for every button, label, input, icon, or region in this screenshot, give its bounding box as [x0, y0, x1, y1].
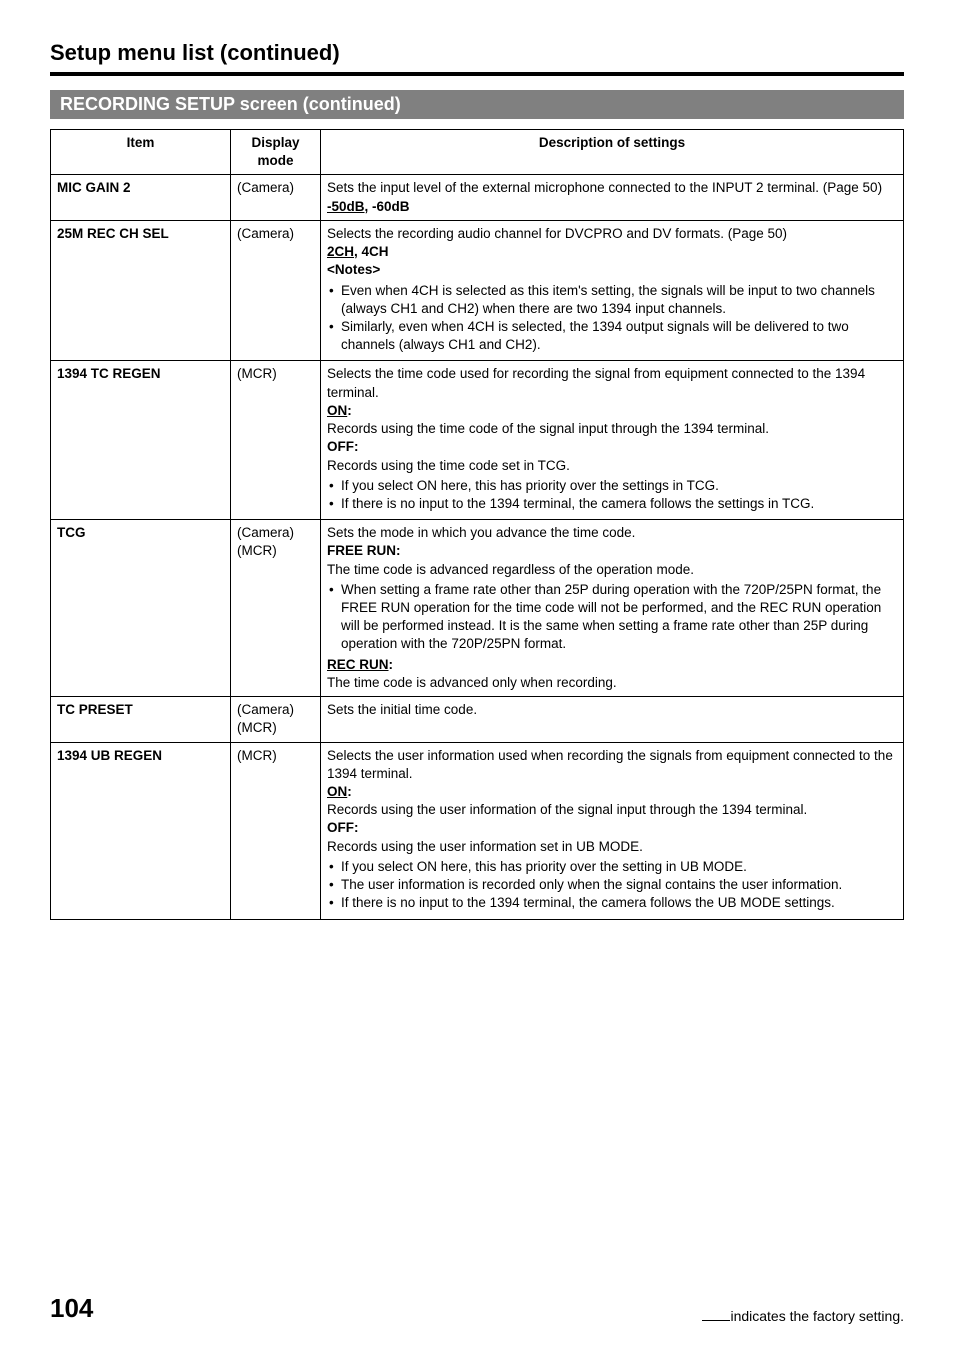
bullet-item: When setting a frame rate other than 25P… [341, 581, 897, 654]
cell-desc: Sets the mode in which you advance the t… [321, 520, 904, 697]
bullet-list: If you select ON here, this has priority… [327, 477, 897, 513]
table-header-row: Item Display mode Description of setting… [51, 130, 904, 175]
table-row: 25M REC CH SEL (Camera) Selects the reco… [51, 220, 904, 361]
bullet-list: Even when 4CH is selected as this item's… [327, 282, 897, 355]
off-label: OFF: [327, 439, 359, 454]
rec-run-text: The time code is advanced only when reco… [327, 675, 617, 690]
cell-desc: Selects the user information used when r… [321, 742, 904, 919]
table-row: 1394 TC REGEN (MCR) Selects the time cod… [51, 361, 904, 520]
cell-item: 1394 TC REGEN [51, 361, 231, 520]
off-label: OFF: [327, 820, 359, 835]
cell-mode: (MCR) [231, 361, 321, 520]
desc-text: Sets the mode in which you advance the t… [327, 525, 635, 540]
cell-item: 25M REC CH SEL [51, 220, 231, 361]
option-rest: , 4CH [354, 244, 389, 259]
option-underline: -50dB [327, 199, 365, 214]
on-label: ON [327, 784, 347, 799]
on-text: Records using the time code of the signa… [327, 421, 769, 436]
cell-desc: Selects the recording audio channel for … [321, 220, 904, 361]
cell-desc: Selects the time code used for recording… [321, 361, 904, 520]
mode-line: (Camera) [237, 525, 294, 540]
section-bar: RECORDING SETUP screen (continued) [50, 90, 904, 119]
option-underline: 2CH [327, 244, 354, 259]
desc-text: Selects the user information used when r… [327, 748, 893, 781]
rec-run-label: REC RUN [327, 657, 389, 672]
free-run-text: The time code is advanced regardless of … [327, 562, 694, 577]
mode-line: (MCR) [237, 543, 277, 558]
table-row: MIC GAIN 2 (Camera) Sets the input level… [51, 175, 904, 220]
table-row: 1394 UB REGEN (MCR) Selects the user inf… [51, 742, 904, 919]
cell-mode: (MCR) [231, 742, 321, 919]
cell-item: MIC GAIN 2 [51, 175, 231, 220]
page-root: Setup menu list (continued) RECORDING SE… [0, 0, 954, 1354]
on-label: ON [327, 403, 347, 418]
bullet-item: Similarly, even when 4CH is selected, th… [341, 318, 897, 354]
desc-text: Sets the initial time code. [327, 702, 477, 717]
cell-mode: (Camera) [231, 220, 321, 361]
free-run-label: FREE RUN: [327, 543, 401, 558]
page-title: Setup menu list (continued) [50, 40, 904, 66]
header-item: Item [51, 130, 231, 175]
desc-text: Sets the input level of the external mic… [327, 180, 882, 195]
cell-item: TC PRESET [51, 697, 231, 742]
on-text: Records using the user information of th… [327, 802, 807, 817]
bullet-list: If you select ON here, this has priority… [327, 858, 897, 913]
header-desc: Description of settings [321, 130, 904, 175]
cell-mode: (Camera) (MCR) [231, 520, 321, 697]
bullet-item: If there is no input to the 1394 termina… [341, 495, 897, 513]
desc-text: Selects the recording audio channel for … [327, 226, 787, 241]
mode-line: (MCR) [237, 720, 277, 735]
footer: 104 indicates the factory setting. [50, 1293, 904, 1324]
bullet-list: When setting a frame rate other than 25P… [327, 581, 897, 654]
footer-note-text: indicates the factory setting. [730, 1308, 904, 1324]
title-divider [50, 72, 904, 76]
cell-item: TCG [51, 520, 231, 697]
off-text: Records using the user information set i… [327, 839, 643, 854]
bullet-item: If you select ON here, this has priority… [341, 858, 897, 876]
header-mode: Display mode [231, 130, 321, 175]
page-number: 104 [50, 1293, 93, 1324]
notes-label: <Notes> [327, 262, 380, 277]
cell-item: 1394 UB REGEN [51, 742, 231, 919]
bullet-item: If you select ON here, this has priority… [341, 477, 897, 495]
cell-desc: Sets the initial time code. [321, 697, 904, 742]
option-rest: , -60dB [365, 199, 410, 214]
settings-table: Item Display mode Description of setting… [50, 129, 904, 920]
bullet-item: The user information is recorded only wh… [341, 876, 897, 894]
desc-text: Selects the time code used for recording… [327, 366, 865, 399]
cell-desc: Sets the input level of the external mic… [321, 175, 904, 220]
table-row: TCG (Camera) (MCR) Sets the mode in whic… [51, 520, 904, 697]
footer-note: indicates the factory setting. [702, 1308, 904, 1324]
cell-mode: (Camera) (MCR) [231, 697, 321, 742]
bullet-item: Even when 4CH is selected as this item's… [341, 282, 897, 318]
mode-line: (Camera) [237, 702, 294, 717]
blank-underline [702, 1320, 730, 1321]
bullet-item: If there is no input to the 1394 termina… [341, 894, 897, 912]
cell-mode: (Camera) [231, 175, 321, 220]
table-row: TC PRESET (Camera) (MCR) Sets the initia… [51, 697, 904, 742]
off-text: Records using the time code set in TCG. [327, 458, 570, 473]
